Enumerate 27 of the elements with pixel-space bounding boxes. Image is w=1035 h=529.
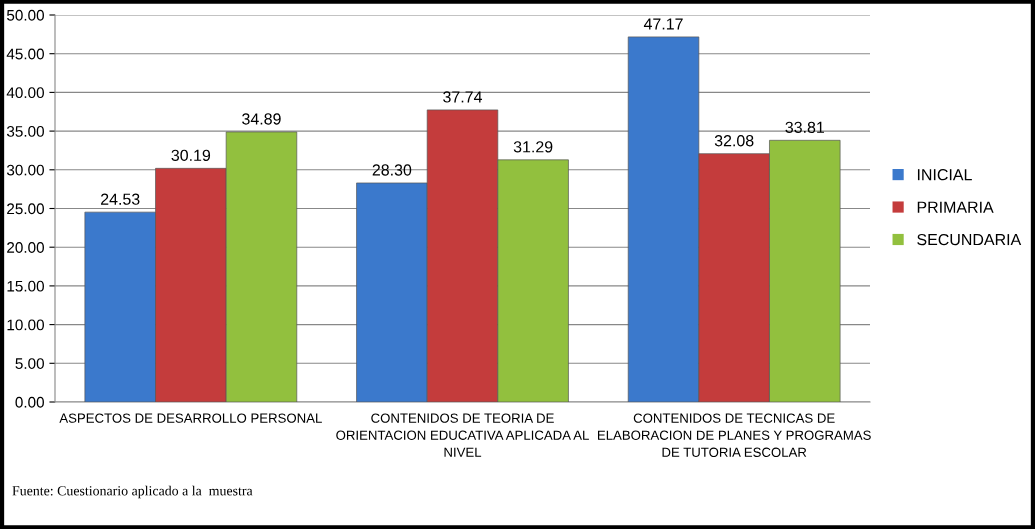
- data-label: 33.81: [785, 121, 825, 133]
- y-tick-label: 30.00: [6, 164, 44, 176]
- data-label: 32.08: [714, 135, 754, 147]
- y-tick-label: 50.00: [6, 9, 44, 21]
- y-tick-label: 40.00: [6, 87, 44, 99]
- x-tick-label: CONTENIDOS DE TECNICAS DE ELABORACION DE PLANES Y PROGRAMAS DE TUTORIA ESCOLAR: [598, 413, 871, 457]
- y-tick-label: 20.00: [7, 242, 44, 253]
- data-label: 30.19: [171, 149, 211, 162]
- y-tick-label: 35.00: [6, 125, 44, 137]
- y-tick-label: 45.00: [6, 48, 44, 60]
- y-tick-label: 10.00: [7, 319, 44, 331]
- data-label: 34.89: [242, 113, 281, 125]
- source-note: Fuente: Cuestionario aplicado a la muestra: [12, 485, 253, 499]
- y-tick-label: 15.00: [7, 280, 44, 292]
- legend-label: INICIAL: [917, 169, 972, 181]
- x-tick-label: ASPECTOS DE DESARROLLO PERSONAL: [59, 413, 322, 423]
- legend-label: SECUNDARIA: [917, 233, 1022, 246]
- y-tick-label: 0.00: [15, 396, 44, 408]
- y-tick-label: 5.00: [15, 358, 44, 369]
- legend-label: PRIMARIA: [917, 201, 994, 213]
- data-label: 28.30: [372, 164, 412, 176]
- data-label: 47.17: [643, 18, 683, 30]
- data-label: 24.53: [101, 193, 140, 205]
- x-tick-label: CONTENIDOS DE TEORIA DE ORIENTACION EDUCATIVA APLICADA AL NIVEL: [336, 413, 589, 457]
- data-label: 31.29: [513, 141, 553, 153]
- y-tick-label: 25.00: [7, 203, 44, 215]
- data-label: 37.74: [443, 91, 483, 103]
